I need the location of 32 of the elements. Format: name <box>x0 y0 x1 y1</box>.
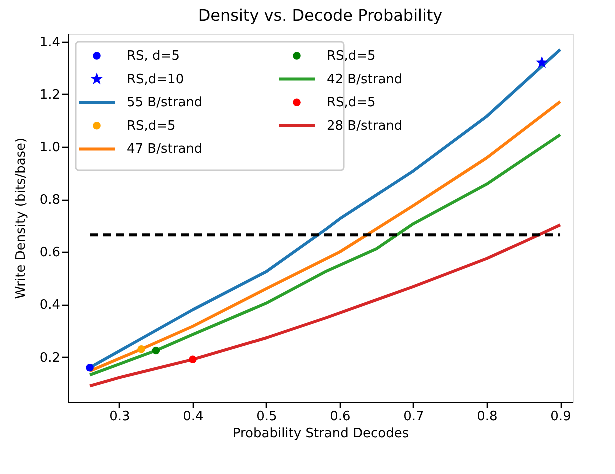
legend-label: RS,d=5 <box>327 49 376 64</box>
legend-label: 55 B/strand <box>127 96 203 111</box>
x-tick-label: 0.5 <box>256 410 278 424</box>
x-tick-label: 0.3 <box>110 410 130 424</box>
legend-label: RS,d=10 <box>127 72 184 88</box>
x-tick-label: 0.8 <box>477 410 498 424</box>
x-axis-title: Probability Strand Decodes <box>232 426 410 442</box>
point <box>138 346 146 354</box>
legend-label: 42 B/strand <box>327 72 403 88</box>
x-tick-label: 0.4 <box>183 410 204 424</box>
y-axis-title: Write Density (bits/base) <box>14 138 29 300</box>
y-tick-label: 0.4 <box>40 298 60 314</box>
point <box>86 364 94 372</box>
legend-label: 28 B/strand <box>327 118 403 134</box>
point <box>152 346 160 355</box>
line-series <box>88 224 562 388</box>
legend-label: RS,d=5 <box>127 118 176 134</box>
x-tick-label: 0.9 <box>550 410 572 424</box>
y-tick-label: 0.2 <box>40 350 60 366</box>
legend-label: 47 B/strand <box>127 142 203 158</box>
y-tick-label: 0.8 <box>40 193 60 208</box>
chart-title: Density vs. Decode Probability <box>198 6 443 25</box>
y-tick-label: 1.4 <box>40 35 60 50</box>
y-tick-label: 0.6 <box>40 246 60 261</box>
x-tick-label: 0.7 <box>404 410 424 424</box>
point <box>189 356 197 364</box>
point <box>536 56 548 68</box>
x-tick-label: 0.6 <box>330 410 351 424</box>
legend-label: RS,d=5 <box>327 96 376 111</box>
y-tick-label: 1.0 <box>40 140 60 156</box>
legend-label: RS, d=5 <box>127 49 180 64</box>
y-tick-label: 1.2 <box>40 88 60 103</box>
